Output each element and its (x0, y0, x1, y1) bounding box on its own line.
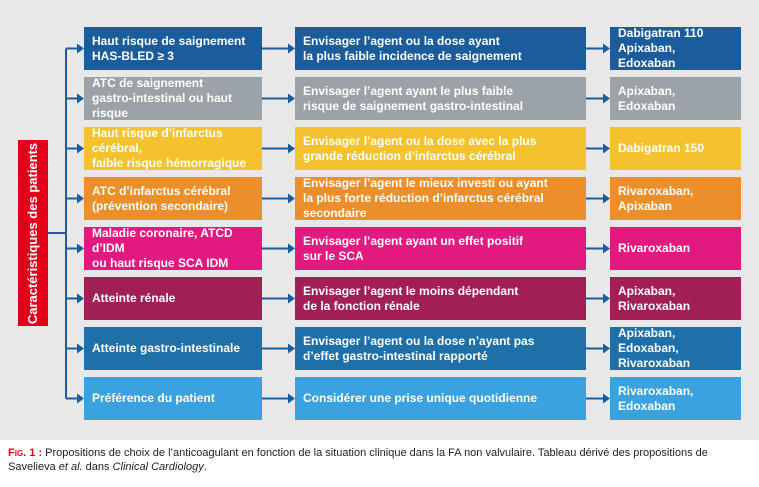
arrow-head (603, 143, 610, 154)
caption-journal: Clinical Cardiology (112, 461, 204, 473)
arrow-head (288, 343, 295, 354)
characteristic-box: Atteinte gastro-intestinale (84, 327, 262, 370)
patient-characteristics-text: Caractéristiques des patients (25, 142, 41, 324)
diagram-panel: Caractéristiques des patients Haut risqu… (0, 0, 759, 440)
agents-box: Rivaroxaban, Apixaban (610, 177, 741, 220)
arrow-head (603, 193, 610, 204)
agents-box: Dabigatran 110 Apixaban, Edoxaban (610, 26, 741, 70)
caption-text-2: dans (82, 461, 113, 473)
arrow-head (288, 43, 295, 54)
characteristic-box: Atteinte rénale (84, 277, 262, 320)
characteristic-box: ATC de saignement gastro-intestinal ou h… (84, 76, 262, 120)
recommendation-box: Envisager l’agent le mieux investi ou ay… (295, 176, 586, 220)
arrow-head (77, 243, 84, 254)
recommendation-box: Envisager l’agent ou la dose n’ayant pas… (295, 327, 586, 370)
caption-prefix: Fig. 1 : (8, 447, 43, 459)
arrow-head (77, 393, 84, 404)
arrow-head (77, 43, 84, 54)
arrow-head (77, 143, 84, 154)
patient-characteristics-label: Caractéristiques des patients (18, 140, 48, 326)
arrow-head (77, 343, 84, 354)
recommendation-box: Envisager l’agent ayant un effet positif… (295, 227, 586, 270)
agents-box: Apixaban, Edoxaban, Rivaroxaban (610, 326, 741, 370)
characteristic-box: Maladie coronaire, ATCD d’IDM ou haut ri… (84, 226, 262, 270)
connector-lines (48, 43, 610, 404)
caption-et-al: et al. (58, 461, 83, 473)
arrow-head (288, 143, 295, 154)
recommendation-box: Envisager l’agent ou la dose avec la plu… (295, 127, 586, 170)
agents-box: Dabigatran 150 (610, 127, 741, 170)
characteristic-box: ATC d’infarctus cérébral (prévention sec… (84, 177, 262, 220)
arrow-head (603, 343, 610, 354)
recommendation-box: Considérer une prise unique quotidienne (295, 377, 586, 420)
arrow-head (77, 193, 84, 204)
arrow-head (77, 293, 84, 304)
agents-box: Apixaban, Edoxaban (610, 77, 741, 120)
agents-box: Rivaroxaban (610, 227, 741, 270)
characteristic-box: Haut risque de saignement HAS-BLED ≥ 3 (84, 27, 262, 70)
agents-box: Apixaban, Rivaroxaban (610, 277, 741, 320)
arrow-head (288, 93, 295, 104)
caption-text-3: . (203, 461, 207, 473)
arrow-head (288, 293, 295, 304)
arrow-head (288, 193, 295, 204)
figure-caption: Fig. 1 : Propositions de choix de l’anti… (8, 446, 753, 474)
arrow-head (288, 393, 295, 404)
arrow-head (603, 393, 610, 404)
arrow-head (603, 43, 610, 54)
arrow-head (77, 93, 84, 104)
arrow-head (603, 293, 610, 304)
recommendation-box: Envisager l’agent le moins dépendant de … (295, 277, 586, 320)
characteristic-box: Haut risque d’infarctus cérébral, faible… (84, 126, 262, 170)
arrow-head (603, 93, 610, 104)
recommendation-box: Envisager l’agent ayant le plus faible r… (295, 77, 586, 120)
arrow-head (288, 243, 295, 254)
caption-text: Propositions de choix de l’anticoagulant… (8, 447, 708, 473)
characteristic-box: Préférence du patient (84, 377, 262, 420)
arrow-head (603, 243, 610, 254)
agents-box: Rivaroxaban, Edoxaban (610, 377, 741, 420)
recommendation-box: Envisager l’agent ou la dose ayant la pl… (295, 27, 586, 70)
